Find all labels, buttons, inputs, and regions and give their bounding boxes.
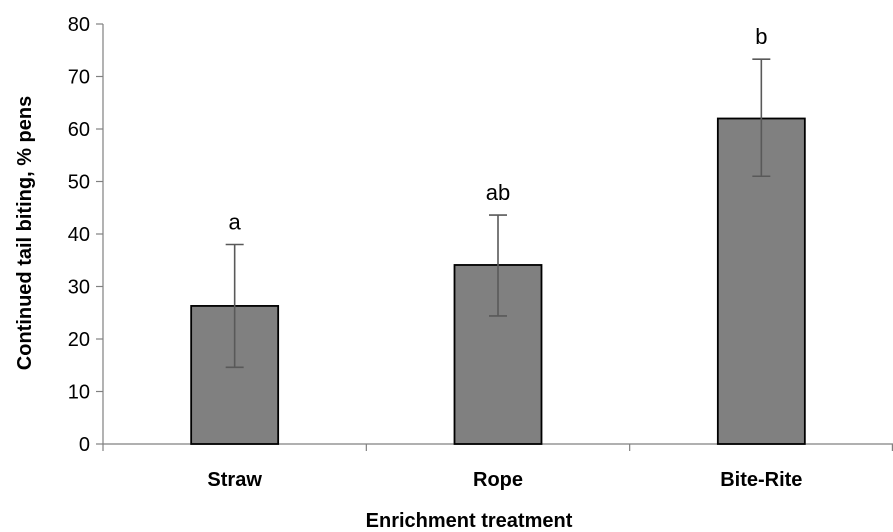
significance-label: b <box>755 24 767 49</box>
y-tick-label: 50 <box>68 172 90 194</box>
y-tick-label: 40 <box>68 224 90 246</box>
error-bar <box>489 214 507 317</box>
error-bar <box>225 243 244 369</box>
significance-label: a <box>229 210 242 235</box>
y-tick-label: 30 <box>68 277 90 299</box>
y-tick-label: 60 <box>68 119 90 141</box>
error-bars-group <box>225 58 771 369</box>
significance-label: ab <box>486 180 510 205</box>
y-tick-label: 80 <box>68 14 90 36</box>
x-category-label: Bite-Rite <box>720 469 802 491</box>
y-tick-label: 70 <box>68 67 90 89</box>
x-axis-categories: Straw Rope Bite-Rite <box>207 469 802 491</box>
x-axis-title: Enrichment treatment <box>366 510 573 532</box>
y-axis-ticks: 0 10 20 30 40 50 60 70 80 <box>68 14 103 456</box>
significance-labels-group: a ab b <box>229 24 768 234</box>
y-axis-title: Continued tail biting, % pens <box>14 96 36 370</box>
y-tick-label: 10 <box>68 382 90 404</box>
x-category-label: Rope <box>473 469 523 491</box>
y-tick-label: 20 <box>68 329 90 351</box>
error-bar <box>752 58 771 178</box>
x-category-label: Straw <box>207 469 262 491</box>
y-tick-label: 0 <box>79 434 90 456</box>
